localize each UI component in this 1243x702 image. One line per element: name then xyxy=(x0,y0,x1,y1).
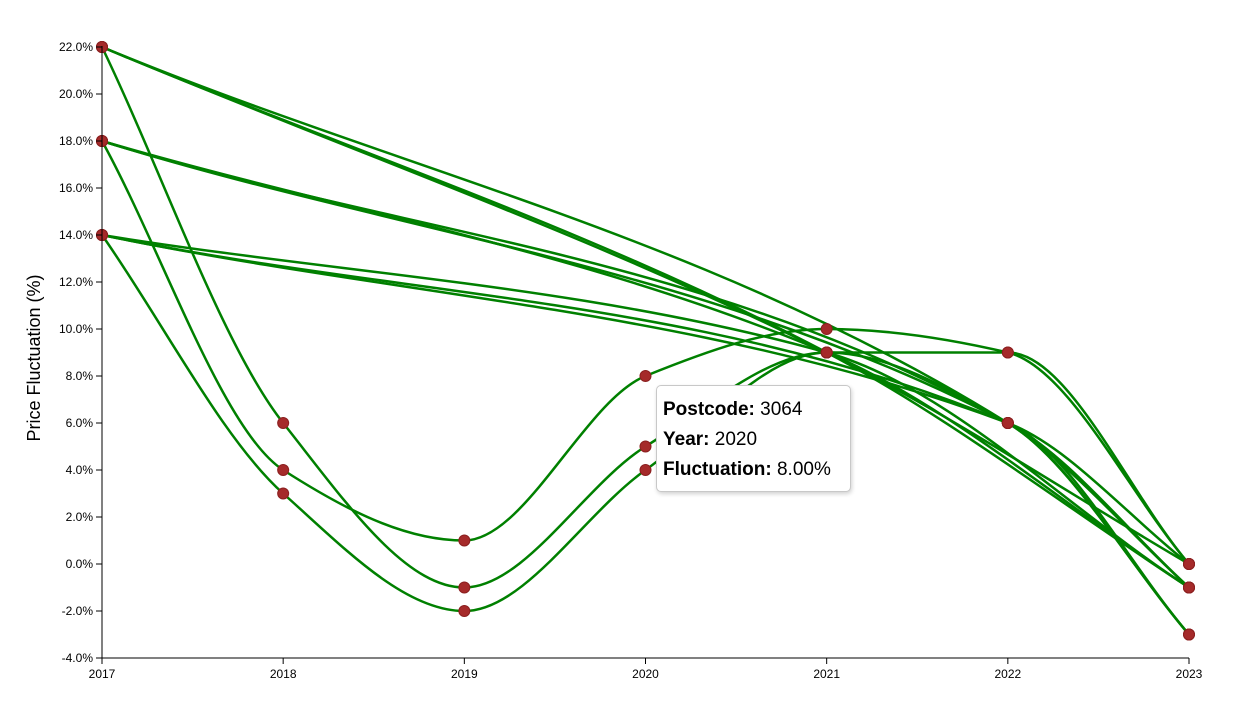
data-point-12-2[interactable] xyxy=(277,487,290,500)
x-tick-label: 2022 xyxy=(994,667,1021,681)
y-tick-label: 22.0% xyxy=(59,40,93,54)
y-tick-label: -4.0% xyxy=(62,651,94,665)
y-tick-label: 12.0% xyxy=(59,275,93,289)
data-point-4-4[interactable] xyxy=(639,440,652,453)
series-line-4[interactable] xyxy=(100,46,1190,636)
tooltip-postcode-row: Postcode: 3064 xyxy=(663,395,844,425)
data-points xyxy=(96,41,1195,641)
data-point-12-4[interactable] xyxy=(639,464,652,476)
series-line-10[interactable] xyxy=(101,233,1190,636)
tooltip-postcode-label: Postcode: xyxy=(663,399,755,420)
data-point-4-2[interactable] xyxy=(277,417,290,429)
y-axis-title: Price Fluctuation (%) xyxy=(24,274,44,441)
data-point-8-5[interactable] xyxy=(820,323,833,335)
x-tick-label: 2021 xyxy=(813,667,840,681)
series-line-12[interactable] xyxy=(100,234,1190,613)
y-tick-label: 20.0% xyxy=(59,87,93,101)
y-tick-label: -2.0% xyxy=(62,604,94,618)
series-line-2[interactable] xyxy=(101,45,1190,589)
y-tick-label: 2.0% xyxy=(66,510,94,524)
series-line-3[interactable] xyxy=(101,45,1190,589)
tooltip-fluctuation-row: Fluctuation: 8.00% xyxy=(663,455,844,485)
y-tick-label: 4.0% xyxy=(66,463,94,477)
tooltip: Postcode: 3064 Year: 2020 Fluctuation: 8… xyxy=(656,385,851,492)
x-tick-label: 2017 xyxy=(89,667,116,681)
series-line-9[interactable] xyxy=(101,233,1190,589)
series-line-8[interactable] xyxy=(100,140,1190,565)
tooltip-year-label: Year: xyxy=(663,429,710,450)
tooltip-year-value: 2020 xyxy=(714,429,758,450)
data-point-11-2[interactable] xyxy=(1001,417,1014,429)
series-line-7[interactable] xyxy=(101,139,1190,636)
data-point-12-6[interactable] xyxy=(1001,346,1014,359)
data-point-8-2[interactable] xyxy=(277,464,290,476)
data-point-8-3[interactable] xyxy=(458,534,471,547)
data-point-12-3[interactable] xyxy=(458,605,471,617)
series-line-1[interactable] xyxy=(101,45,1190,566)
y-tick-label: 0.0% xyxy=(66,557,94,571)
y-tick-label: 8.0% xyxy=(66,369,94,383)
data-point-12-5[interactable] xyxy=(820,346,833,359)
data-point-4-3[interactable] xyxy=(458,581,471,594)
series-line-5[interactable] xyxy=(101,139,1190,589)
x-tick-label: 2023 xyxy=(1176,667,1203,681)
x-tick-label: 2019 xyxy=(451,667,478,681)
axes: -4.0% -2.0% 0.0% 2.0% 4.0% 6.0% 8.0% 10.0% 12.0%… xyxy=(59,40,1203,681)
tooltip-postcode-value: 3064 xyxy=(760,399,803,420)
y-tick-label: 16.0% xyxy=(59,181,93,195)
tooltip-fluctuation-value: 8.00% xyxy=(776,459,831,480)
y-tick-label: 6.0% xyxy=(66,416,94,430)
y-tick-label: 10.0% xyxy=(59,322,93,336)
data-point-12-7[interactable] xyxy=(1183,558,1195,570)
tooltip-year-row: Year: 2020 xyxy=(663,425,844,455)
x-tick-label: 2020 xyxy=(632,667,659,681)
series-lines xyxy=(100,45,1190,636)
x-tick-label: 2018 xyxy=(270,667,297,681)
data-point-8-4[interactable] xyxy=(639,370,652,382)
y-tick-label: 18.0% xyxy=(59,134,93,148)
y-tick-label: 14.0% xyxy=(59,228,93,242)
series-line-6[interactable] xyxy=(101,139,1190,589)
series-line-11[interactable] xyxy=(101,233,1190,565)
tooltip-fluctuation-label: Fluctuation: xyxy=(663,459,772,480)
data-point-9-3[interactable] xyxy=(1183,581,1195,594)
data-point-10-3[interactable] xyxy=(1183,628,1195,641)
